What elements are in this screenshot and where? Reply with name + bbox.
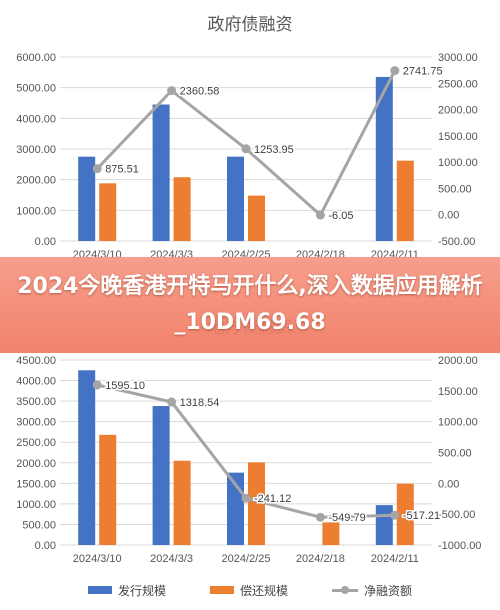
net-financing-point bbox=[241, 144, 251, 154]
legend-item-issue: 发行规模 bbox=[87, 582, 166, 599]
y-tick-label: 2500.00 bbox=[16, 437, 56, 449]
y2-tick-label: 2000.00 bbox=[438, 355, 478, 367]
y2-tick-label: 2000.00 bbox=[438, 105, 478, 117]
legend-swatch-net bbox=[332, 585, 358, 594]
net-financing-point bbox=[390, 66, 400, 76]
legend-label-repay: 偿还规模 bbox=[239, 583, 288, 598]
net-financing-label: -517.21 bbox=[403, 510, 440, 522]
net-financing-point bbox=[92, 164, 102, 174]
legend-label-net: 净融资额 bbox=[364, 583, 413, 598]
net-financing-label: -6.05 bbox=[328, 210, 353, 222]
legend-item-repay: 偿还规模 bbox=[209, 582, 288, 599]
net-financing-label: 2741.75 bbox=[403, 66, 443, 78]
net-financing-line bbox=[96, 69, 397, 218]
banner-text: 2024今晚香港开特马开什么,深入数据应用解析_10DM69.68 bbox=[17, 274, 483, 335]
y-tick-label: 1000.00 bbox=[16, 499, 56, 511]
chart-legend: 发行规模 偿还规模 净融资额 bbox=[0, 578, 500, 602]
chart-title-0: 政府债融资 bbox=[208, 15, 293, 34]
y2-tick-label: -1000.00 bbox=[438, 540, 481, 552]
net-financing-label: 1595.10 bbox=[105, 380, 145, 392]
legend-label-issue: 发行规模 bbox=[117, 583, 166, 598]
bar-repay bbox=[99, 183, 117, 241]
bar-issue bbox=[375, 505, 393, 545]
net-financing-point bbox=[167, 397, 177, 407]
y2-tick-label: 500.00 bbox=[438, 183, 472, 195]
x-tick-label: 2024/2/18 bbox=[296, 553, 345, 565]
y-tick-label: 6000.00 bbox=[16, 52, 56, 64]
bar-repay bbox=[396, 483, 414, 545]
net-financing-label: 1318.54 bbox=[180, 397, 220, 409]
y-tick-label: 4000.00 bbox=[16, 376, 56, 388]
y-tick-label: 4000.00 bbox=[16, 113, 56, 125]
y2-tick-label: 3000.00 bbox=[438, 52, 478, 64]
y-tick-label: 3500.00 bbox=[16, 396, 56, 408]
y-tick-label: 3000.00 bbox=[16, 417, 56, 429]
y-tick-label: 4500.00 bbox=[16, 355, 56, 367]
y2-tick-label: 2500.00 bbox=[438, 78, 478, 90]
bar-repay bbox=[322, 522, 340, 545]
net-financing-label: 1253.95 bbox=[254, 144, 294, 156]
y2-tick-label: 1000.00 bbox=[438, 417, 478, 429]
y2-tick-label: 500.00 bbox=[438, 448, 472, 460]
net-financing-point bbox=[390, 510, 400, 520]
net-financing-label: 2360.58 bbox=[180, 86, 220, 98]
bar-issue bbox=[78, 156, 96, 241]
y-tick-label: 3000.00 bbox=[16, 144, 56, 156]
legend-item-net: 净融资额 bbox=[332, 582, 412, 599]
y2-tick-label: 1500.00 bbox=[438, 386, 478, 398]
y2-tick-label: -500.00 bbox=[438, 509, 475, 521]
legend-swatch-repay bbox=[209, 586, 234, 594]
bar-issue bbox=[78, 370, 96, 545]
net-financing-point bbox=[167, 86, 177, 96]
net-financing-label: -549.79 bbox=[328, 512, 365, 524]
y-tick-label: 0.00 bbox=[35, 540, 56, 552]
x-tick-label: 2024/2/25 bbox=[222, 553, 271, 565]
net-financing-point bbox=[315, 210, 325, 220]
bar-issue bbox=[152, 406, 170, 545]
y-tick-label: 5000.00 bbox=[16, 83, 56, 95]
y-tick-label: 1500.00 bbox=[16, 478, 56, 490]
y-tick-label: 1000.00 bbox=[16, 205, 56, 217]
bar-issue bbox=[375, 76, 393, 241]
bar-repay bbox=[396, 160, 414, 241]
net-financing-point bbox=[241, 493, 251, 503]
y-tick-label: 0.00 bbox=[35, 236, 56, 248]
y2-tick-label: 0.00 bbox=[438, 478, 459, 490]
bar-issue bbox=[152, 104, 170, 242]
x-tick-label: 2024/3/3 bbox=[150, 553, 193, 565]
bar-repay bbox=[173, 177, 191, 241]
y-tick-label: 2000.00 bbox=[16, 175, 56, 187]
bar-repay bbox=[248, 462, 265, 545]
y2-tick-label: -500.00 bbox=[438, 236, 475, 248]
bar-repay bbox=[248, 195, 265, 241]
y2-tick-label: 1500.00 bbox=[438, 131, 478, 143]
net-financing-label: 875.51 bbox=[105, 164, 139, 176]
x-tick-label: 2024/2/11 bbox=[371, 553, 419, 565]
x-tick-label: 2024/3/10 bbox=[73, 553, 122, 565]
y2-tick-label: 0.00 bbox=[438, 210, 459, 222]
y-tick-label: 500.00 bbox=[22, 519, 56, 531]
legend-swatch-issue bbox=[87, 586, 112, 594]
bar-repay bbox=[173, 460, 191, 545]
bar-issue bbox=[227, 156, 244, 241]
y-tick-label: 2000.00 bbox=[16, 458, 56, 470]
net-financing-label: -241.12 bbox=[254, 493, 291, 505]
y2-tick-label: 1000.00 bbox=[438, 157, 478, 169]
overlay-banner: 2024今晚香港开特马开什么,深入数据应用解析_10DM69.68 bbox=[0, 257, 500, 353]
net-financing-point bbox=[315, 512, 325, 522]
net-financing-point bbox=[92, 380, 102, 390]
bar-repay bbox=[99, 434, 117, 545]
